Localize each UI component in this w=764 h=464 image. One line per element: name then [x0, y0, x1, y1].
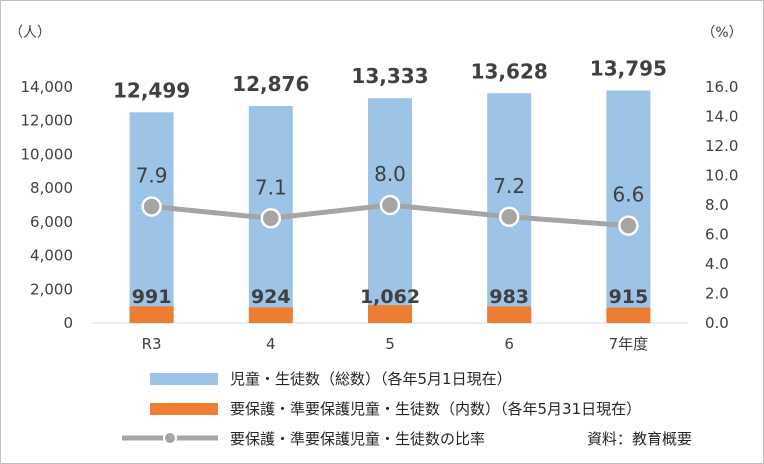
- left-tick-label: 10,000: [21, 145, 74, 163]
- right-tick-label: 8.0: [705, 196, 729, 214]
- legend-swatch-total: [150, 373, 218, 385]
- right-tick-label: 14.0: [705, 108, 738, 126]
- legend-label-total: 児童・生徒数（総数）（各年5月1日現在）: [230, 370, 512, 388]
- right-tick-label: 0.0: [705, 314, 729, 332]
- right-tick-label: 16.0: [705, 78, 738, 96]
- left-tick-label: 12,000: [21, 112, 74, 130]
- right-tick-label: 4.0: [705, 255, 729, 273]
- category-label: 5: [385, 335, 395, 353]
- legend-label-sub: 要保護・準要保護児童・生徒数（内数）（各年5月31日現在）: [230, 400, 641, 418]
- ratio-marker: [498, 206, 520, 228]
- sub-data-label: 991: [132, 286, 172, 308]
- source-note: 資料：教育概要: [587, 430, 692, 448]
- ratio-marker: [141, 196, 162, 217]
- category-label: 7年度: [609, 335, 649, 353]
- ratio-marker: [379, 194, 401, 216]
- left-axis-unit: （人）: [9, 25, 51, 41]
- category-label: 6: [504, 335, 514, 353]
- right-axis-unit: （%）: [701, 25, 742, 41]
- left-tick-label: 4,000: [30, 247, 73, 265]
- right-tick-label: 2.0: [705, 285, 729, 303]
- ratio-data-label: 8.0: [374, 162, 406, 186]
- ratio-data-label: 7.2: [493, 174, 525, 198]
- total-bar: [129, 112, 174, 323]
- total-data-label: 13,333: [351, 64, 428, 88]
- left-tick-label: 14,000: [21, 78, 74, 96]
- left-tick-label: 2,000: [30, 280, 73, 298]
- sub-data-label: 983: [489, 286, 529, 308]
- sub-bar: [606, 307, 651, 323]
- ratio-marker: [260, 208, 282, 229]
- sub-bar: [129, 306, 174, 323]
- left-tick-label: 8,000: [30, 179, 73, 197]
- total-data-label: 12,876: [232, 72, 309, 96]
- sub-bar: [248, 307, 293, 323]
- legend-swatch-sub: [150, 403, 218, 415]
- total-data-label: 13,795: [590, 56, 667, 80]
- total-bar: [606, 90, 651, 323]
- category-label: 4: [266, 335, 276, 353]
- left-tick-label: 0: [63, 314, 73, 332]
- right-tick-label: 10.0: [705, 167, 738, 185]
- left-tick-label: 6,000: [30, 213, 73, 231]
- total-data-label: 13,628: [471, 59, 548, 83]
- right-tick-label: 6.0: [705, 226, 729, 244]
- ratio-marker: [618, 215, 639, 236]
- category-label: R3: [142, 335, 162, 353]
- ratio-data-label: 6.6: [612, 183, 644, 207]
- sub-data-label: 924: [251, 286, 291, 308]
- legend-label-ratio: 要保護・準要保護児童・生徒数の比率: [230, 430, 485, 448]
- legend-marker-ratio: [163, 431, 177, 445]
- total-data-label: 12,499: [113, 78, 190, 102]
- ratio-data-label: 7.1: [255, 175, 287, 199]
- sub-data-label: 1,062: [360, 286, 420, 308]
- sub-data-label: 915: [609, 286, 649, 308]
- right-tick-label: 12.0: [705, 137, 738, 155]
- ratio-data-label: 7.9: [136, 163, 168, 187]
- sub-bar: [368, 305, 412, 323]
- sub-bar: [487, 306, 532, 323]
